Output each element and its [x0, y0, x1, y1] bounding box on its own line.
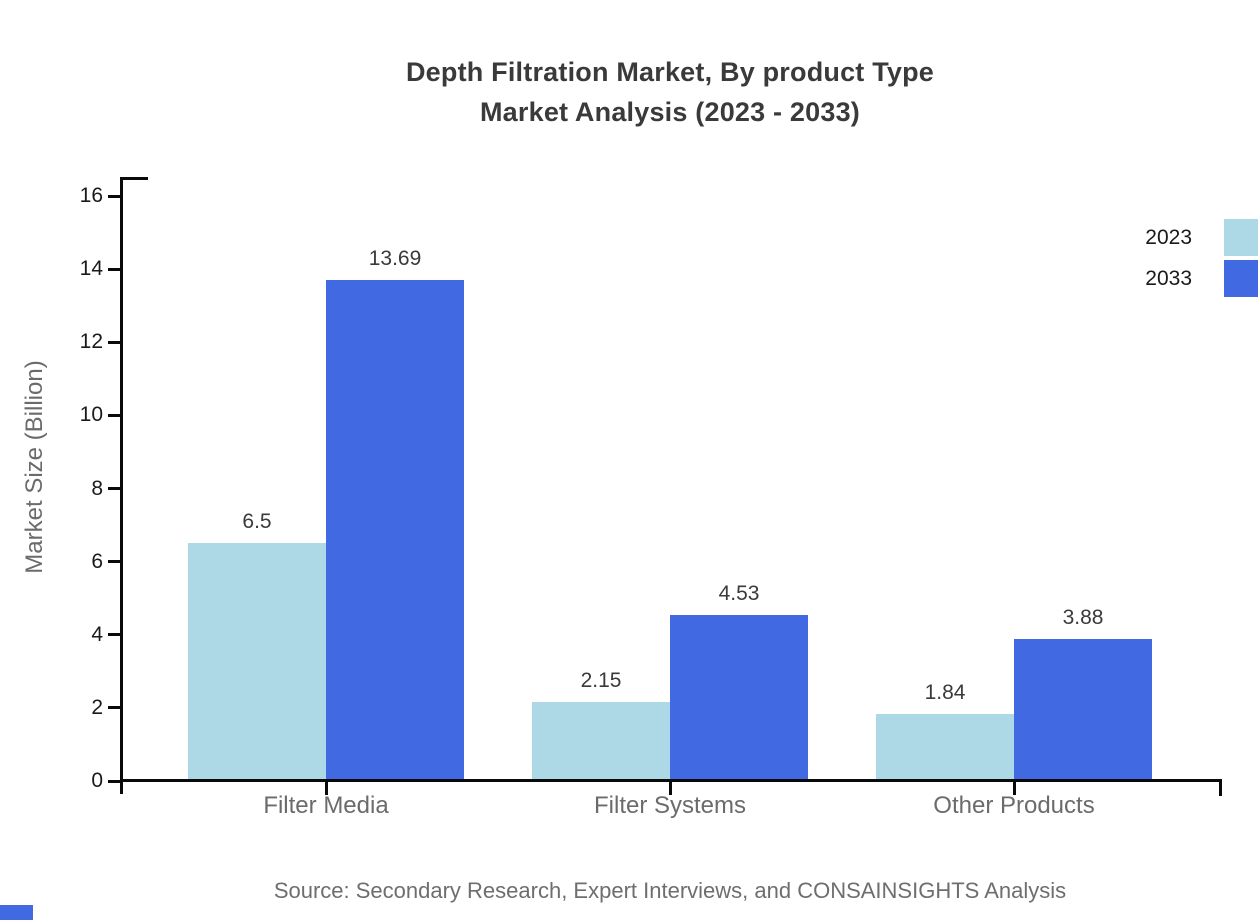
x-axis-end-cap — [1219, 779, 1222, 796]
legend: 2023 2033 — [1145, 219, 1258, 297]
y-tick-label: 4 — [91, 622, 103, 646]
y-tick-label: 10 — [79, 403, 103, 427]
bar-value-2023-filter-systems: 2.15 — [580, 669, 622, 693]
y-tick-mark — [108, 487, 121, 490]
chart-title-line1: Depth Filtration Market, By product Type — [405, 57, 935, 87]
y-tick-mark — [108, 779, 121, 783]
y-tick-mark — [108, 267, 121, 271]
legend-item-2033: 2033 — [1145, 260, 1258, 297]
category-label-filter-media: Filter Media — [263, 792, 389, 819]
legend-label-2023: 2023 — [1145, 225, 1192, 249]
bar-2033-filter-systems — [670, 615, 808, 781]
bar-value-2023-other-products: 1.84 — [924, 680, 966, 704]
y-tick-label: 0 — [91, 769, 103, 792]
y-axis-end-cap — [120, 177, 148, 180]
category-label-filter-systems: Filter Systems — [593, 792, 747, 819]
chart-title-line2: Market Analysis (2023 - 2033) — [479, 97, 860, 127]
bar-2023-filter-media — [188, 543, 326, 781]
y-tick-label: 16 — [79, 184, 103, 207]
y-tick-label: 12 — [79, 330, 103, 354]
y-tick-label: 6 — [91, 549, 103, 573]
y-tick-mark — [108, 633, 121, 637]
source-note: Source: Secondary Research, Expert Inter… — [273, 878, 1067, 903]
y-axis-line — [120, 177, 123, 794]
bar-value-2033-other-products: 3.88 — [1062, 606, 1104, 630]
legend-swatch-2033 — [1224, 260, 1258, 297]
bar-2023-other-products — [876, 713, 1014, 781]
y-tick-mark — [108, 413, 121, 417]
y-tick-label: 14 — [79, 257, 103, 281]
x-tick-mark — [324, 781, 328, 795]
bar-value-2023-filter-media: 6.5 — [242, 510, 272, 534]
y-tick-label: 2 — [91, 695, 103, 719]
category-label-other-products: Other Products — [933, 792, 1095, 819]
y-tick-label: 8 — [91, 476, 103, 500]
bar-value-2033-filter-systems: 4.53 — [718, 582, 760, 606]
y-tick-mark — [108, 340, 121, 344]
bottom-left-blue-mark — [0, 905, 33, 920]
y-tick-mark — [108, 706, 121, 710]
x-axis-line — [120, 779, 1222, 782]
y-axis-title: Market Size (Billion) — [21, 360, 48, 574]
legend-label-2033: 2033 — [1145, 266, 1192, 290]
bar-2023-filter-systems — [532, 702, 670, 781]
x-tick-mark — [668, 781, 672, 795]
chart-title: Depth Filtration Market, By product Type… — [80, 52, 1260, 132]
x-tick-mark — [1012, 781, 1016, 795]
y-tick-mark — [108, 560, 121, 564]
legend-swatch-2023 — [1224, 219, 1258, 256]
bar-2033-filter-media — [326, 280, 464, 781]
y-tick-mark — [108, 194, 121, 198]
legend-item-2023: 2023 — [1145, 219, 1258, 256]
bar-value-2033-filter-media: 13.69 — [368, 247, 422, 271]
bar-2033-other-products — [1014, 639, 1152, 781]
